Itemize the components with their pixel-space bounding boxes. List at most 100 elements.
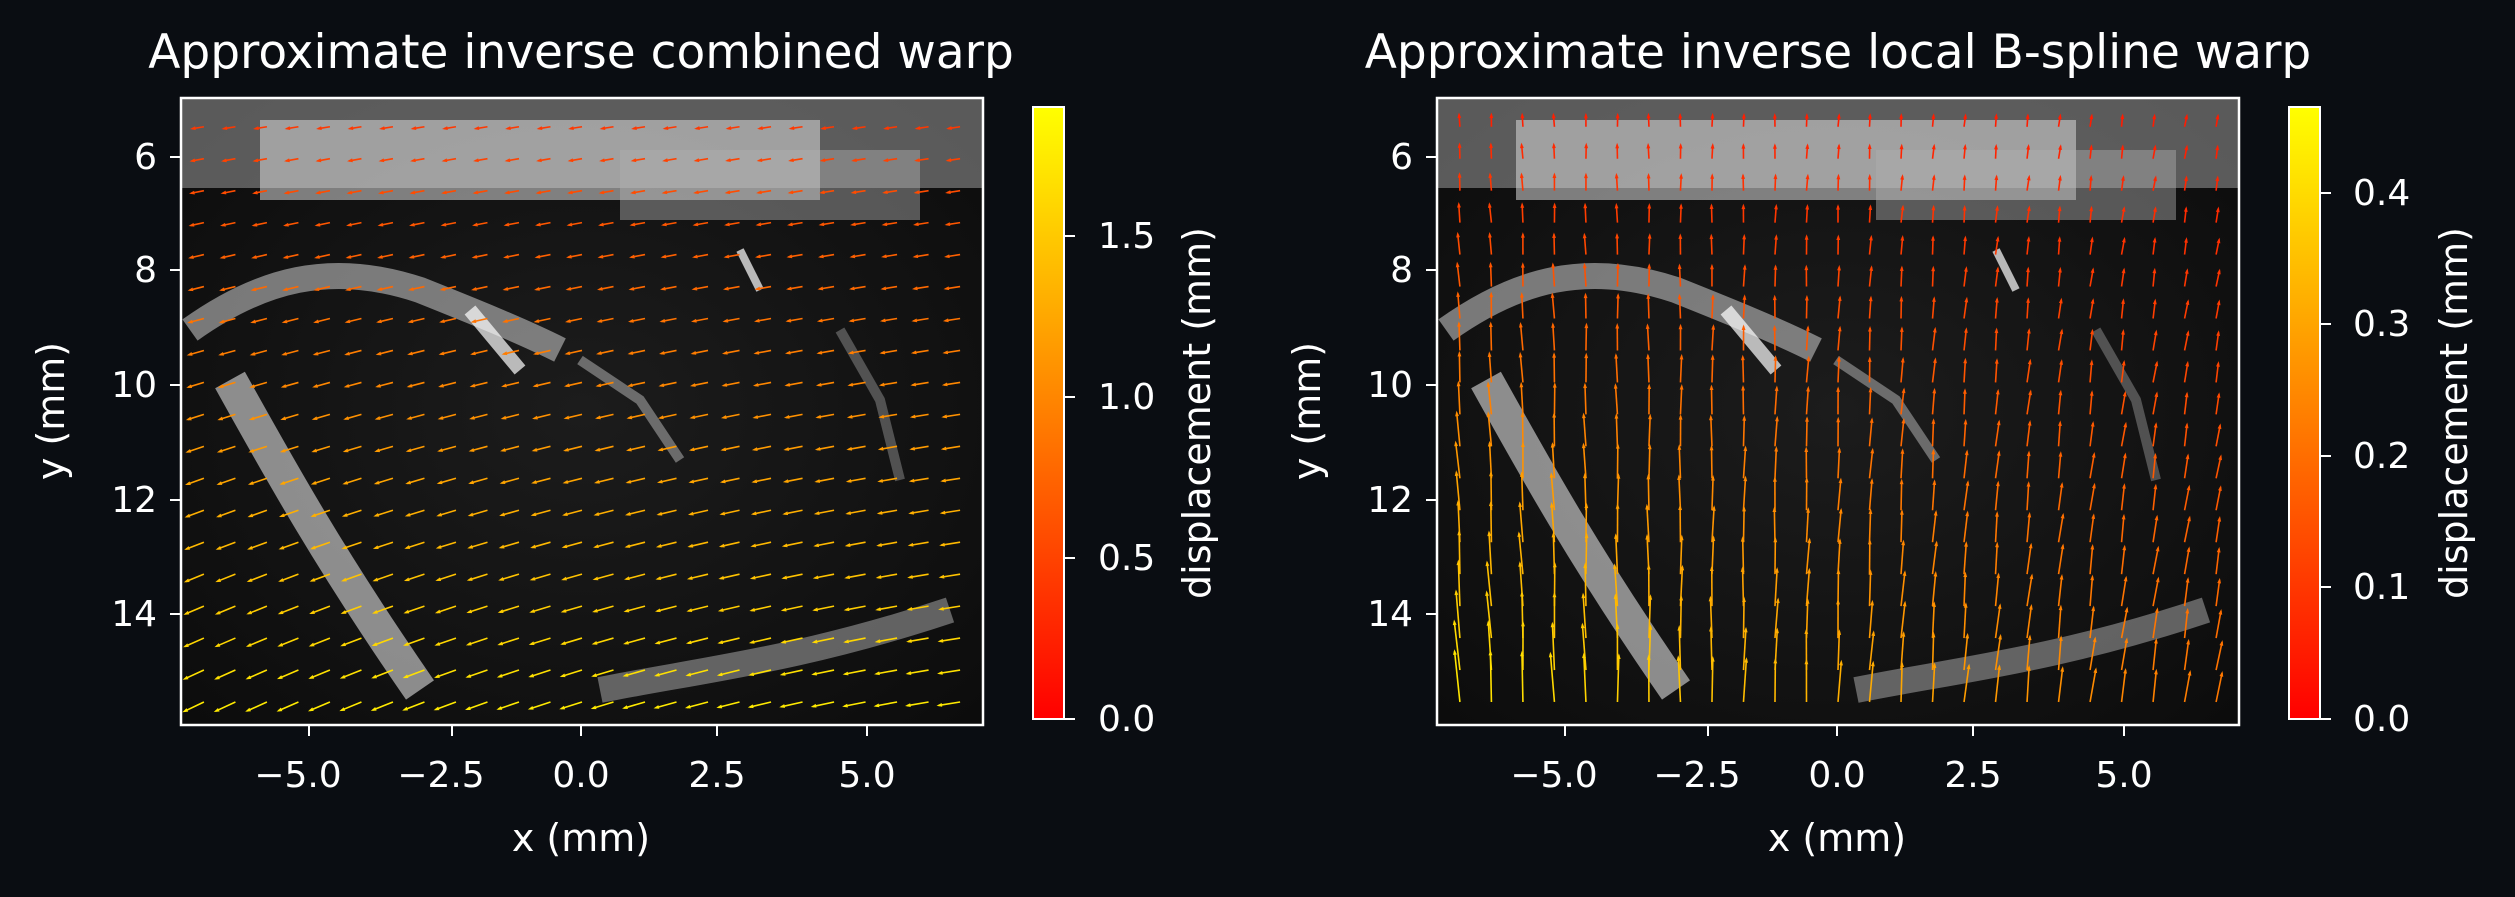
quiver-arrow-head [907,574,913,579]
quiver-arrow-head [1614,413,1619,419]
quiver-arrow [1837,540,1841,575]
quiver-arrow-head [216,481,223,485]
quiver-arrows [182,125,961,713]
quiver-arrow-head [2184,422,2189,429]
quiver-arrow-head [2152,298,2157,305]
quiver-arrow-head [1710,656,1715,662]
quiver-arrow-head [597,254,604,259]
quiver-arrow [592,669,614,677]
quiver-arrow-head [1584,322,1589,329]
quiver-arrow-head [1807,567,1811,574]
quiver-arrow [718,669,740,676]
quiver-arrow-head [1932,479,1937,485]
quiver-arrow-head [911,286,918,291]
image-plot-area [181,98,983,725]
quiver-arrow-head [2184,391,2189,398]
quiver-arrow [1900,419,1905,447]
colorbar-label: displacement (mm) [2432,227,2476,599]
quiver-arrow-head [2090,267,2095,274]
quiver-arrow [875,701,898,707]
quiver-arrow-head [440,222,447,227]
quiver-arrow-head [529,576,536,581]
quiver-arrow-head [752,415,759,419]
quiver-arrow-head [346,222,352,227]
quiver-arrow [1994,666,2001,703]
quiver-arrow-head [720,447,727,452]
quiver-arrow-head [754,286,761,291]
quiver-arrow-head [531,480,537,484]
quiver-arrow [1584,564,1587,607]
quiver-arrow [1900,389,1905,415]
quiver-arrow-head [213,707,220,713]
quiver-arrow-head [377,222,384,227]
quiver-arrow-head [346,190,353,195]
quiver-arrow-head [756,190,762,195]
quiver-arrow-head [1676,655,1681,661]
quiver-arrow-head [1868,113,1872,119]
quiver-arrow-head [938,574,945,579]
quiver-arrow [1900,541,1905,575]
quiver-arrow [749,701,772,708]
quiver-arrow-head [216,448,223,453]
quiver-arrow-head [818,222,825,227]
quiver-arrow-head [1456,559,1461,566]
quiver-arrow-head [560,608,567,613]
quiver-arrow-head [590,705,597,710]
quiver-arrow-head [2059,574,2064,580]
quiver-arrow-head [1457,112,1462,119]
quiver-arrow-head [2184,175,2188,182]
quiver-arrow-head [693,158,700,163]
quiver-arrow-head [597,286,603,291]
quiver-arrow [1994,605,2001,639]
quiver-arrow [2120,392,2127,415]
quiver-arrow-head [2027,358,2032,365]
quiver-arrow-head [1615,112,1620,119]
quiver-arrow-head [468,448,475,452]
quiver-arrow-head [1646,172,1651,179]
quiver-arrow-head [882,158,889,162]
quiver-arrow [1994,543,1999,575]
quiver-arrow [1711,476,1714,511]
quiver-arrow-head [780,607,787,612]
quiver-arrow [2057,668,2064,703]
quiver-arrow [1458,323,1461,351]
quiver-arrow [1678,476,1682,511]
quiver-arrow-head [1645,503,1650,510]
quiver-arrow-head [814,447,821,451]
quiver-arrow-head [247,481,254,485]
quiver-arrow-head [725,158,731,163]
quiver-arrow-head [1616,473,1621,479]
quiver-arrow-head [1646,142,1651,149]
quiver-arrow-head [1457,172,1462,178]
quiver-arrow-head [937,670,943,675]
quiver-arrow [1868,388,1872,415]
quiver-arrow [1994,482,1999,511]
quiver-arrow-head [1931,235,1935,241]
image-plot-area [1437,98,2239,725]
quiver-arrow-head [1551,262,1556,269]
quiver-arrow-head [410,126,417,131]
quiver-arrow-head [279,481,286,485]
quiver-arrow [1648,415,1651,447]
quiver-arrow-head [1772,506,1777,513]
quiver-arrow-head [1963,571,1968,578]
quiver-arrow-head [1775,415,1779,422]
quiver-arrow-head [2185,607,2190,614]
quiver-arrow-head [1836,568,1841,575]
quiver-arrow-head [689,383,696,387]
quiver-arrow-head [1837,295,1842,302]
quiver-arrow-head [1804,264,1809,271]
quiver-arrow [1741,538,1745,575]
quiver-arrow [1994,452,2000,479]
quiver-arrow-head [596,351,602,355]
quiver-arrow-head [1455,410,1459,417]
quiver-arrow [2152,516,2158,543]
quiver-arrow [1742,477,1747,511]
quiver-arrow [1679,596,1683,639]
quiver-arrow-head [1902,600,1907,607]
quiver-arrow [529,701,551,710]
quiver-arrow [2152,547,2159,575]
quiver-arrow-head [1709,565,1714,572]
quiver-arrow-head [783,415,790,419]
quiver-arrow-head [184,513,191,518]
